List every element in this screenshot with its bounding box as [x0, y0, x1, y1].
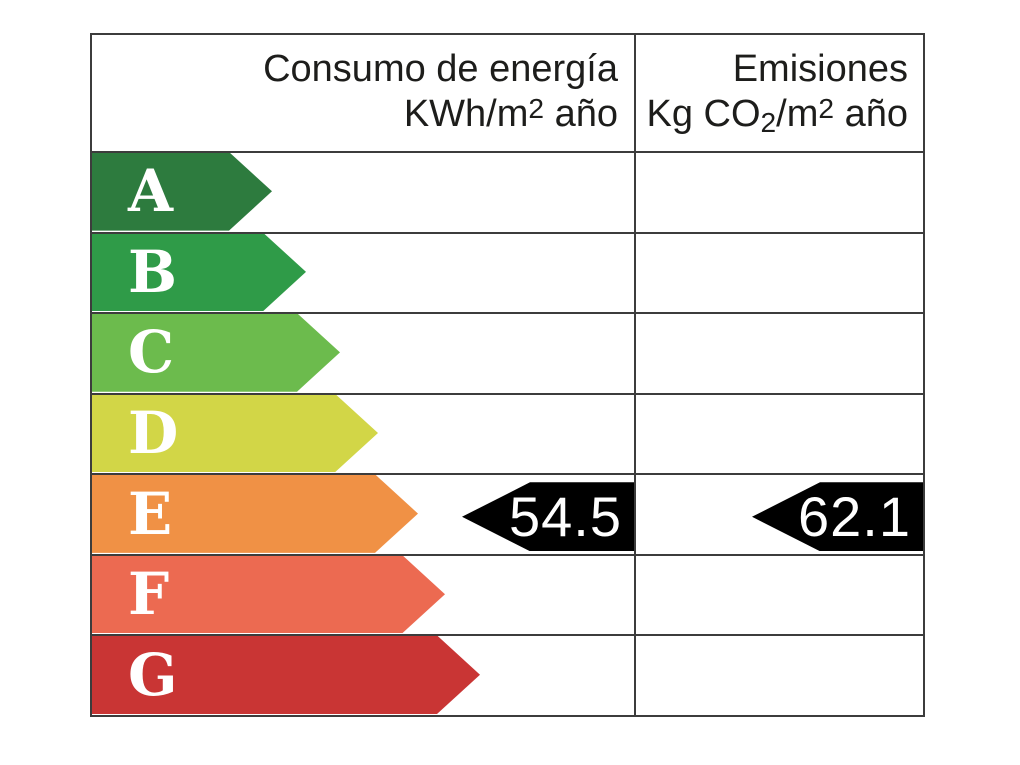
rating-row-b: B — [92, 232, 923, 313]
rating-arrow-d — [92, 394, 378, 473]
rating-arrow-b — [92, 233, 306, 312]
emisiones-value: 62.1 — [798, 485, 911, 549]
consumo-header: Consumo de energía KWh/m2 año — [92, 35, 634, 151]
grid-line — [92, 473, 923, 476]
rating-row-f: F — [92, 554, 923, 635]
rating-row-g: G — [92, 634, 923, 715]
grid-line — [92, 392, 923, 395]
rating-arrow-g — [92, 635, 480, 714]
rating-letter-c: C — [128, 318, 175, 387]
emisiones-header-line1: Emisiones — [732, 48, 908, 90]
rating-arrow-c — [92, 313, 340, 392]
emisiones-header-line2: Kg CO2/m2 año — [646, 93, 908, 138]
rating-letter-d: D — [128, 398, 179, 467]
rating-letter-e: E — [128, 479, 173, 548]
rating-letter-g: G — [128, 640, 178, 709]
consumo-value: 54.5 — [509, 485, 622, 549]
consumo-value-arrow: 54.5 — [462, 482, 634, 552]
rating-row-c: C — [92, 312, 923, 393]
superscript-2: 2 — [528, 93, 545, 125]
grid-line — [92, 151, 923, 153]
rating-row-d: D — [92, 393, 923, 474]
grid-line — [92, 231, 923, 234]
rating-row-e: E 54.5 62.1 — [92, 473, 923, 554]
grid-line — [92, 634, 923, 637]
subscript-2: 2 — [760, 106, 777, 138]
emisiones-header: Emisiones Kg CO2/m2 año — [636, 35, 923, 151]
rating-arrow-e — [92, 474, 418, 553]
grid-line — [92, 553, 923, 556]
rating-letter-a: A — [128, 157, 174, 226]
column-divider — [634, 35, 636, 715]
grid-line — [92, 312, 923, 315]
rating-row-a: A — [92, 151, 923, 232]
rating-table: Consumo de energía KWh/m2 año Emisiones … — [90, 33, 925, 717]
rating-letter-b: B — [128, 237, 178, 306]
consumo-header-line2: KWh/m2 año — [403, 93, 618, 135]
rating-letter-f: F — [128, 560, 170, 629]
rating-arrow-a — [92, 152, 272, 231]
consumo-header-line1: Consumo de energía — [263, 48, 618, 90]
superscript-2: 2 — [818, 93, 835, 125]
emisiones-value-arrow: 62.1 — [752, 482, 923, 552]
rating-arrow-f — [92, 555, 445, 634]
